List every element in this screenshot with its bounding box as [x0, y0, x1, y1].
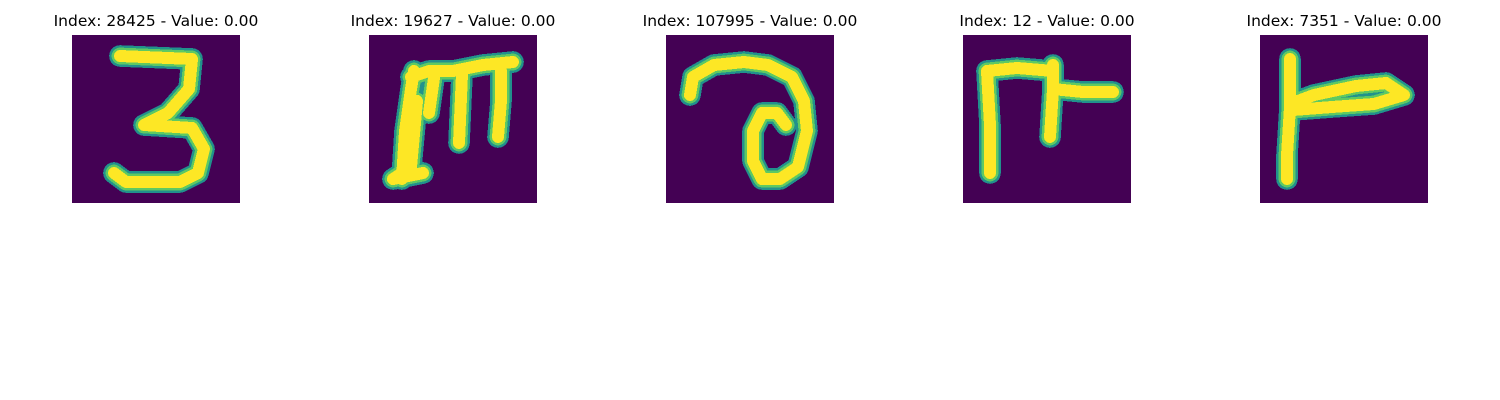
glyph-image-4 [963, 35, 1131, 203]
panel-title-3: Index: 107995 - Value: 0.00 [642, 12, 858, 30]
panel-title-5: Index: 7351 - Value: 0.00 [1246, 12, 1442, 30]
glyph-image-1 [72, 35, 240, 203]
image-panel-3: Index: 107995 - Value: 0.00 [630, 0, 870, 210]
image-panel-4: Index: 12 - Value: 0.00 [927, 0, 1167, 210]
glyph-image-3 [666, 35, 834, 203]
image-panel-2: Index: 19627 - Value: 0.00 [333, 0, 573, 210]
image-panel-5: Index: 7351 - Value: 0.00 [1224, 0, 1464, 210]
panel-title-2: Index: 19627 - Value: 0.00 [350, 12, 556, 30]
image-panel-1: Index: 28425 - Value: 0.00 [36, 0, 276, 210]
panel-title-4: Index: 12 - Value: 0.00 [959, 12, 1135, 30]
panel-title-1: Index: 28425 - Value: 0.00 [53, 12, 259, 30]
glyph-image-5 [1260, 35, 1428, 203]
glyph-image-2 [369, 35, 537, 203]
